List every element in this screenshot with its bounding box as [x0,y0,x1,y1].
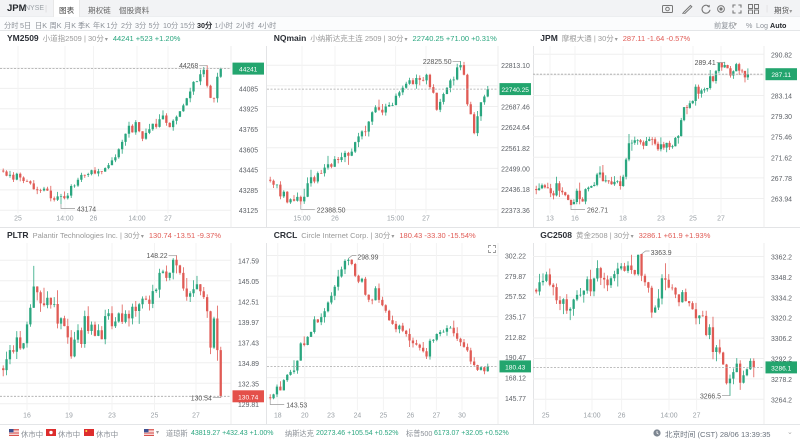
svg-text:30: 30 [458,412,466,419]
svg-text:257.52: 257.52 [505,294,526,301]
svg-text:25: 25 [689,215,697,222]
svg-text:27: 27 [164,215,172,222]
svg-text:22624.64: 22624.64 [501,125,530,132]
svg-text:27: 27 [192,412,200,419]
svg-text:26: 26 [90,215,98,222]
svg-text:279.30: 279.30 [771,114,792,121]
svg-text:263.94: 263.94 [771,196,792,203]
svg-text:18: 18 [619,215,627,222]
svg-text:27: 27 [432,412,440,419]
svg-text:44241: 44241 [239,67,258,74]
svg-text:139.97: 139.97 [238,319,259,326]
svg-text:271.62: 271.62 [771,155,792,162]
svg-text:24: 24 [353,412,361,419]
svg-text:43125: 43125 [239,208,258,215]
svg-text:3334.2: 3334.2 [771,295,792,302]
svg-text:279.87: 279.87 [505,273,526,280]
svg-text:147.59: 147.59 [238,258,259,265]
svg-text:130.54: 130.54 [191,395,212,402]
svg-text:302.22: 302.22 [505,253,526,260]
svg-text:148.22: 148.22 [147,253,168,260]
svg-text:18: 18 [274,412,282,419]
svg-text:3278.2: 3278.2 [771,376,792,383]
svg-text:3362.2: 3362.2 [771,254,792,261]
svg-text:43174: 43174 [77,206,96,213]
svg-text:16: 16 [23,412,31,419]
svg-text:27: 27 [693,412,701,419]
svg-text:22436.18: 22436.18 [501,187,530,194]
svg-text:145.05: 145.05 [238,278,259,285]
svg-text:143.53: 143.53 [286,402,307,409]
svg-text:14:00: 14:00 [661,412,678,419]
svg-text:44085: 44085 [239,86,258,93]
svg-text:27: 27 [717,215,725,222]
svg-text:275.46: 275.46 [771,135,792,142]
svg-text:19: 19 [65,412,73,419]
svg-text:14:00: 14:00 [56,215,73,222]
svg-text:26: 26 [618,412,626,419]
svg-text:130.74: 130.74 [238,394,258,401]
svg-text:22388.50: 22388.50 [316,207,345,214]
svg-text:43285: 43285 [239,188,258,195]
svg-text:137.43: 137.43 [238,340,259,347]
svg-text:298.99: 298.99 [357,254,378,261]
svg-text:145.77: 145.77 [505,395,526,402]
svg-text:290.82: 290.82 [771,52,792,59]
svg-text:267.78: 267.78 [771,176,792,183]
svg-text:3306.2: 3306.2 [771,336,792,343]
svg-text:15:00: 15:00 [387,215,404,222]
svg-text:44268: 44268 [179,63,198,70]
svg-text:25: 25 [151,412,159,419]
svg-text:22687.46: 22687.46 [501,105,530,112]
svg-text:235.17: 235.17 [505,314,526,321]
svg-text:190.47: 190.47 [505,355,526,362]
svg-text:3266.5: 3266.5 [700,393,721,400]
svg-text:14:00: 14:00 [584,412,601,419]
svg-text:23: 23 [657,215,665,222]
svg-text:43765: 43765 [239,127,258,134]
svg-text:283.14: 283.14 [771,94,792,101]
svg-text:43605: 43605 [239,147,258,154]
svg-text:168.12: 168.12 [505,375,526,382]
svg-text:43445: 43445 [239,168,258,175]
svg-text:15:00: 15:00 [293,215,310,222]
svg-text:22825.50: 22825.50 [423,59,452,66]
svg-text:22561.82: 22561.82 [501,146,530,153]
svg-text:129.81: 129.81 [238,401,259,408]
svg-text:25: 25 [542,412,550,419]
svg-text:3348.2: 3348.2 [771,274,792,281]
svg-text:26: 26 [331,215,339,222]
svg-text:3363.9: 3363.9 [651,250,672,257]
svg-text:23: 23 [327,412,335,419]
svg-text:142.51: 142.51 [238,299,259,306]
svg-text:180.43: 180.43 [505,364,525,371]
svg-text:3264.2: 3264.2 [771,397,792,404]
svg-text:132.35: 132.35 [238,381,259,388]
svg-text:26: 26 [406,412,414,419]
svg-text:3292.2: 3292.2 [771,356,792,363]
svg-text:13: 13 [546,215,554,222]
svg-text:262.71: 262.71 [587,208,608,215]
svg-text:43925: 43925 [239,107,258,114]
svg-text:212.82: 212.82 [505,334,526,341]
svg-text:22740.25: 22740.25 [501,87,529,94]
svg-text:20: 20 [301,412,309,419]
svg-text:134.89: 134.89 [238,360,259,367]
svg-text:14:00: 14:00 [128,215,145,222]
svg-text:3286.1: 3286.1 [771,365,791,372]
svg-text:16: 16 [571,215,579,222]
svg-text:22373.36: 22373.36 [501,208,530,215]
svg-text:27: 27 [422,215,430,222]
svg-text:25: 25 [379,412,387,419]
svg-text:22499.00: 22499.00 [501,166,530,173]
svg-text:22813.10: 22813.10 [501,63,530,70]
svg-text:3320.2: 3320.2 [771,315,792,322]
svg-text:289.41: 289.41 [695,60,716,67]
svg-text:23: 23 [108,412,116,419]
svg-text:25: 25 [14,215,22,222]
svg-text:287.11: 287.11 [772,72,792,79]
